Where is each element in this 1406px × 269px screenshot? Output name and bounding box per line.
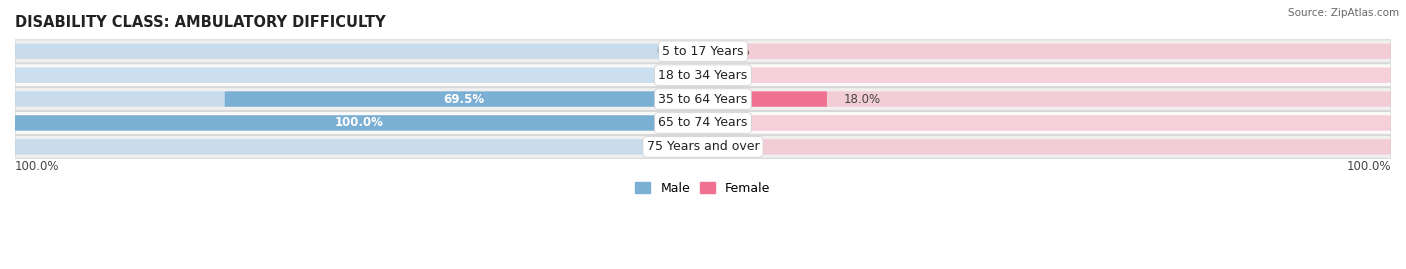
Text: 18.0%: 18.0% [844,93,882,105]
Text: 18 to 34 Years: 18 to 34 Years [658,69,748,82]
Text: Source: ZipAtlas.com: Source: ZipAtlas.com [1288,8,1399,18]
Text: 100.0%: 100.0% [335,116,384,129]
Text: 65 to 74 Years: 65 to 74 Years [658,116,748,129]
FancyBboxPatch shape [15,111,1391,134]
FancyBboxPatch shape [15,44,703,59]
FancyBboxPatch shape [15,135,1391,158]
Text: 0.0%: 0.0% [657,69,686,82]
FancyBboxPatch shape [15,115,703,131]
Text: 0.0%: 0.0% [720,140,749,153]
FancyBboxPatch shape [703,115,1391,131]
FancyBboxPatch shape [15,88,1391,111]
Text: 0.0%: 0.0% [720,69,749,82]
Text: 0.0%: 0.0% [657,140,686,153]
Text: 69.5%: 69.5% [443,93,485,105]
Text: 0.0%: 0.0% [657,45,686,58]
Text: 5 to 17 Years: 5 to 17 Years [662,45,744,58]
Text: DISABILITY CLASS: AMBULATORY DIFFICULTY: DISABILITY CLASS: AMBULATORY DIFFICULTY [15,15,385,30]
Text: 100.0%: 100.0% [15,160,59,173]
FancyBboxPatch shape [15,68,703,83]
FancyBboxPatch shape [15,139,703,155]
FancyBboxPatch shape [15,40,1391,63]
Text: 0.0%: 0.0% [720,45,749,58]
FancyBboxPatch shape [703,91,1391,107]
Text: 0.0%: 0.0% [720,116,749,129]
Text: 35 to 64 Years: 35 to 64 Years [658,93,748,105]
FancyBboxPatch shape [703,91,827,107]
FancyBboxPatch shape [15,64,1391,87]
FancyBboxPatch shape [15,91,703,107]
Text: 100.0%: 100.0% [1347,160,1391,173]
FancyBboxPatch shape [703,44,1391,59]
Text: 75 Years and over: 75 Years and over [647,140,759,153]
FancyBboxPatch shape [15,115,703,131]
FancyBboxPatch shape [225,91,703,107]
FancyBboxPatch shape [703,139,1391,155]
Legend: Male, Female: Male, Female [630,177,776,200]
FancyBboxPatch shape [703,68,1391,83]
